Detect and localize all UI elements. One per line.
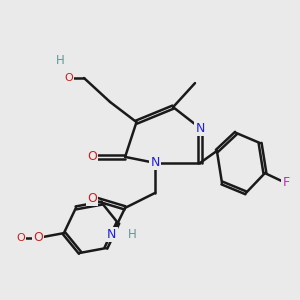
Text: O: O [87,191,97,205]
Text: O: O [64,73,74,83]
Text: N: N [195,122,205,135]
Text: O: O [33,231,43,244]
Text: O: O [87,150,97,164]
Text: F: F [282,176,290,190]
Text: H: H [56,53,64,67]
Text: O: O [16,233,26,243]
Text: N: N [107,228,117,242]
Text: N: N [150,156,160,170]
Text: H: H [128,228,136,242]
